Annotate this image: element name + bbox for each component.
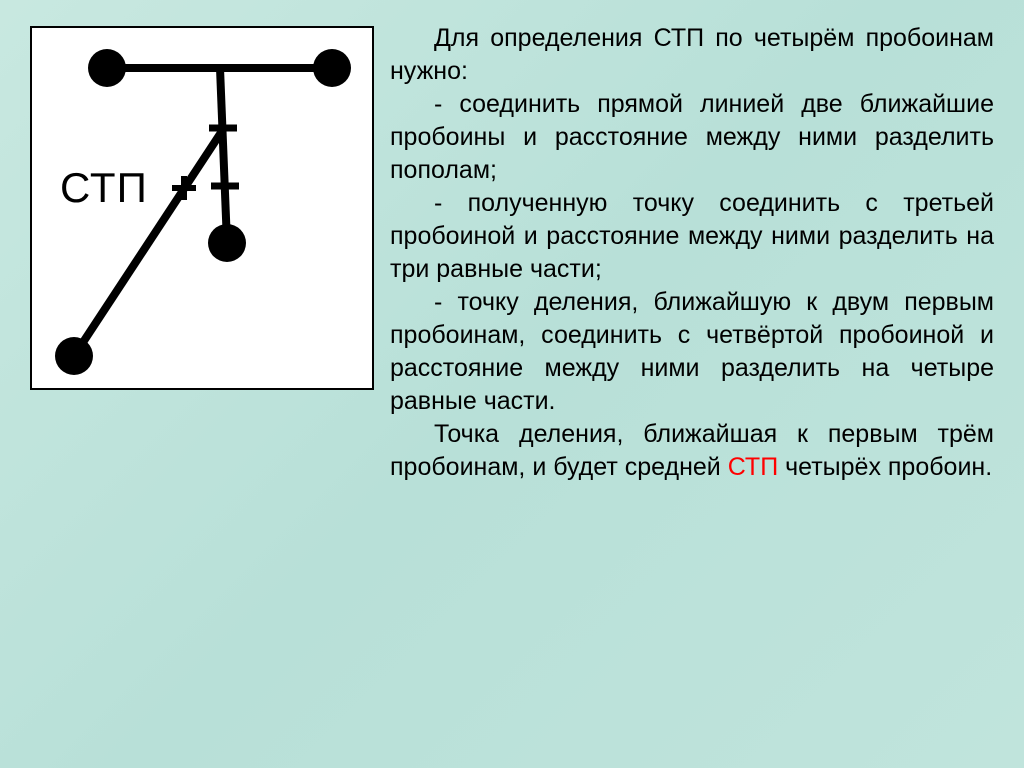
edge-vertical [220, 68, 227, 243]
stp-diagram: СТП [30, 26, 374, 390]
paragraph-2: - соединить прямой линией две ближайшие … [390, 88, 994, 187]
p5-part-b: четырёх пробоин. [778, 453, 992, 481]
tick-diag-2 [142, 229, 157, 252]
paragraph-1: Для определения СТП по четырём пробоинам… [390, 22, 994, 88]
figure-column: СТП [30, 20, 390, 748]
node-p2 [313, 49, 351, 87]
node-p1 [88, 49, 126, 87]
paragraph-5: Точка деления, ближайшая к первым трём п… [390, 418, 994, 484]
slide-page: СТП Для определения СТП по четырём пробо… [0, 0, 1024, 768]
text-column: Для определения СТП по четырём пробоинам… [390, 20, 994, 748]
p5-stp: СТП [728, 453, 778, 481]
stp-label: СТП [60, 164, 148, 212]
node-p3 [208, 224, 246, 262]
tick-diag-3 [104, 286, 119, 309]
node-p4 [55, 337, 93, 375]
paragraph-3: - полученную точку соединить с третьей п… [390, 187, 994, 286]
paragraph-4: - точку деления, ближайшую к двум первым… [390, 286, 994, 418]
